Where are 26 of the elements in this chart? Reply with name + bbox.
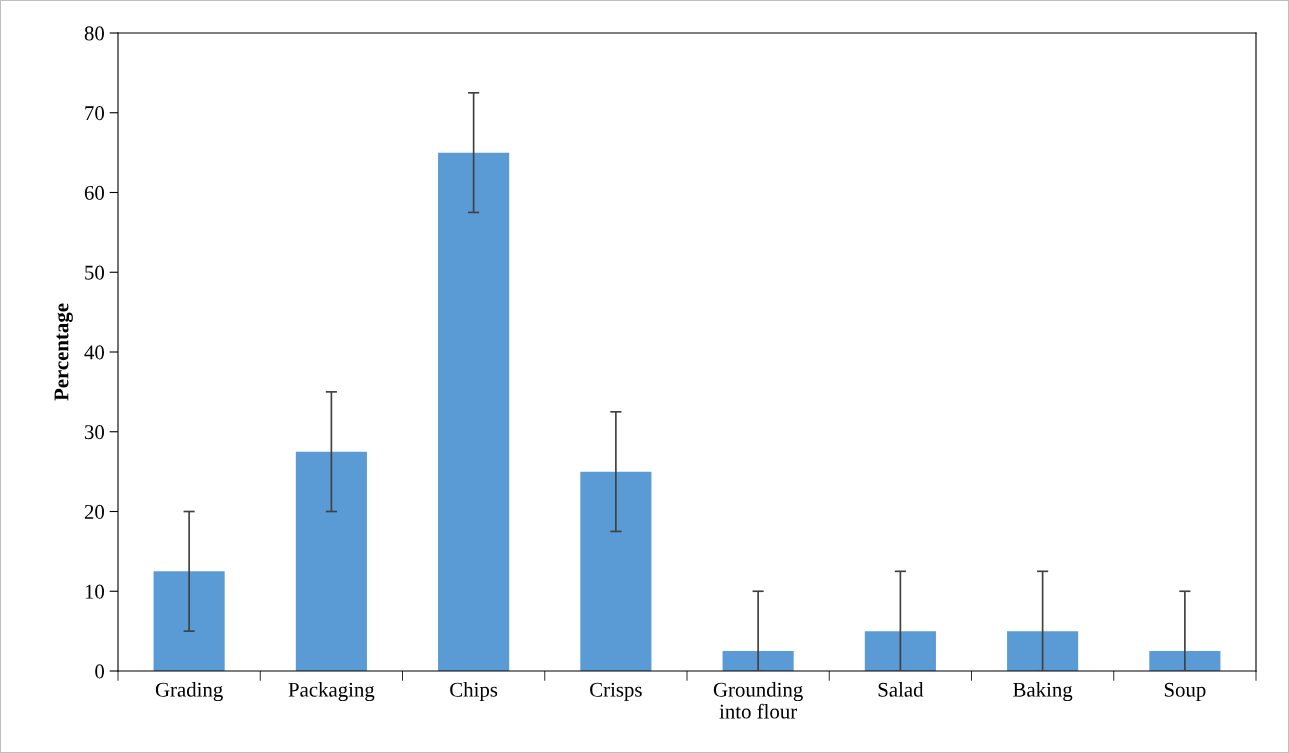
y-tick-label: 40 bbox=[84, 345, 105, 360]
y-tick-label: 20 bbox=[84, 504, 105, 519]
y-axis-title: Percentage bbox=[54, 303, 73, 401]
y-tick-label: 80 bbox=[84, 26, 105, 41]
bar bbox=[1149, 651, 1221, 671]
y-tick-label: 70 bbox=[85, 106, 105, 121]
y-tick-label: 0 bbox=[95, 664, 105, 679]
x-tick-label: Crisps bbox=[590, 682, 642, 701]
bar bbox=[438, 152, 510, 671]
y-tick-label: 10 bbox=[85, 584, 105, 599]
bar bbox=[580, 471, 652, 671]
x-tick-label: Packaging bbox=[288, 682, 375, 702]
x-tick-label: Grading bbox=[155, 682, 223, 702]
y-tick-label: 60 bbox=[84, 185, 105, 200]
y-tick-label: 50 bbox=[85, 265, 105, 280]
x-tick-label: Salad bbox=[878, 682, 924, 697]
y-tick-label: 30 bbox=[84, 425, 105, 440]
bar bbox=[1007, 631, 1079, 671]
bar bbox=[864, 631, 936, 671]
x-tick-label: Chips bbox=[450, 682, 498, 701]
x-tick-label: Grounding into flour bbox=[713, 682, 803, 719]
x-tick-label: Soup bbox=[1164, 682, 1206, 701]
x-tick-label: Baking bbox=[1013, 682, 1073, 702]
bar bbox=[153, 571, 225, 671]
bar bbox=[722, 651, 794, 671]
bar bbox=[295, 451, 367, 671]
